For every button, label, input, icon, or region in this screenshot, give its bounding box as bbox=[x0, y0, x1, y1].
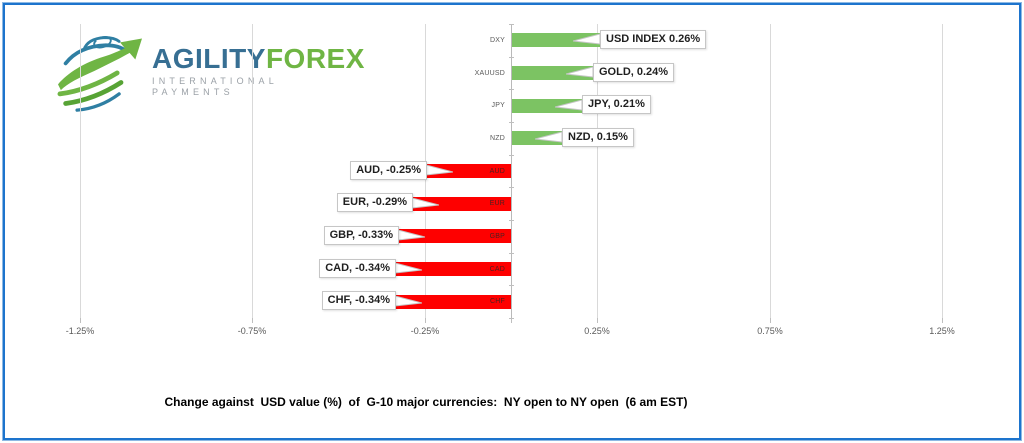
bar-chf bbox=[394, 295, 511, 309]
callout-pointer bbox=[573, 33, 600, 45]
zero-axis-bottom-tick bbox=[511, 318, 512, 323]
category-label-eur: EUR bbox=[489, 200, 505, 207]
globe-arrow-logo-icon bbox=[57, 36, 142, 112]
gridline-0.75% bbox=[770, 24, 771, 318]
bar-eur bbox=[411, 197, 511, 211]
category-axis-tick bbox=[509, 155, 514, 156]
category-label-nzd: NZD bbox=[490, 135, 505, 142]
category-axis-tick bbox=[509, 318, 514, 319]
data-label-eur: EUR, -0.29% bbox=[336, 193, 413, 212]
x-axis-label: -0.25% bbox=[410, 326, 440, 336]
logo-tagline: INTERNATIONAL PAYMENTS bbox=[152, 76, 278, 97]
x-axis-label: 0.75% bbox=[757, 326, 783, 336]
callout-pointer bbox=[426, 164, 453, 176]
bar-dxy bbox=[512, 33, 602, 47]
data-label-cad: CAD, -0.34% bbox=[319, 259, 396, 278]
category-axis-tick bbox=[509, 57, 514, 58]
data-label-xauusd: GOLD, 0.24% bbox=[593, 63, 675, 82]
gridline-1.25% bbox=[942, 24, 943, 318]
category-axis-tick bbox=[509, 89, 514, 90]
data-label-chf: CHF, -0.34% bbox=[321, 291, 396, 310]
category-label-aud: AUD bbox=[489, 168, 505, 175]
bar-xauusd bbox=[512, 66, 595, 80]
callout-pointer bbox=[395, 295, 422, 307]
data-label-aud: AUD, -0.25% bbox=[350, 161, 427, 180]
x-axis-tick bbox=[425, 318, 426, 323]
x-axis-label: -0.75% bbox=[237, 326, 267, 336]
x-axis-tick bbox=[252, 318, 253, 323]
category-axis-tick bbox=[509, 187, 514, 188]
logo-brand-forex: FOREX bbox=[265, 43, 365, 74]
category-label-cad: CAD bbox=[489, 266, 505, 273]
x-axis-tick bbox=[770, 318, 771, 323]
category-axis-tick bbox=[509, 122, 514, 123]
category-label-dxy: DXY bbox=[490, 37, 505, 44]
bar-aud bbox=[425, 164, 511, 178]
zero-axis-line bbox=[511, 24, 512, 318]
category-axis-tick bbox=[509, 24, 514, 25]
gridline-0.25% bbox=[597, 24, 598, 318]
logo-text: AGILITYFOREX INTERNATIONAL PAYMENTS bbox=[152, 44, 365, 98]
callout-pointer bbox=[395, 262, 422, 274]
category-axis-tick bbox=[509, 220, 514, 221]
data-label-jpy: JPY, 0.21% bbox=[582, 95, 651, 114]
callout-pointer bbox=[555, 99, 582, 111]
callout-pointer bbox=[566, 66, 593, 78]
bar-jpy bbox=[512, 99, 584, 113]
x-axis-tick bbox=[942, 318, 943, 323]
bar-cad bbox=[394, 262, 511, 276]
category-axis-tick bbox=[509, 285, 514, 286]
data-label-nzd: NZD, 0.15% bbox=[562, 128, 634, 147]
x-axis-label: 1.25% bbox=[929, 326, 955, 336]
x-axis-tick bbox=[80, 318, 81, 323]
data-label-gbp: GBP, -0.33% bbox=[323, 226, 399, 245]
category-label-chf: CHF bbox=[490, 298, 505, 305]
data-label-dxy: USD INDEX 0.26% bbox=[600, 30, 707, 49]
x-axis-label: -1.25% bbox=[65, 326, 95, 336]
x-axis-tick bbox=[597, 318, 598, 323]
bar-gbp bbox=[397, 229, 511, 243]
category-label-gbp: GBP bbox=[489, 233, 505, 240]
category-axis-tick bbox=[509, 253, 514, 254]
callout-pointer bbox=[398, 229, 425, 241]
gridline--1.25% bbox=[80, 24, 81, 318]
category-label-jpy: JPY bbox=[491, 102, 505, 109]
callout-pointer bbox=[535, 131, 562, 143]
logo-brand-agility: AGILITY bbox=[152, 43, 266, 74]
gridline--0.75% bbox=[252, 24, 253, 318]
chart-title: Change against USD value (%) of G-10 maj… bbox=[164, 395, 688, 409]
callout-pointer bbox=[412, 197, 439, 209]
category-label-xauusd: XAUUSD bbox=[474, 70, 505, 77]
logo-brand-name: AGILITYFOREX bbox=[152, 44, 365, 74]
x-axis-label: 0.25% bbox=[584, 326, 610, 336]
agilityforex-logo: AGILITYFOREX INTERNATIONAL PAYMENTS bbox=[52, 28, 364, 114]
